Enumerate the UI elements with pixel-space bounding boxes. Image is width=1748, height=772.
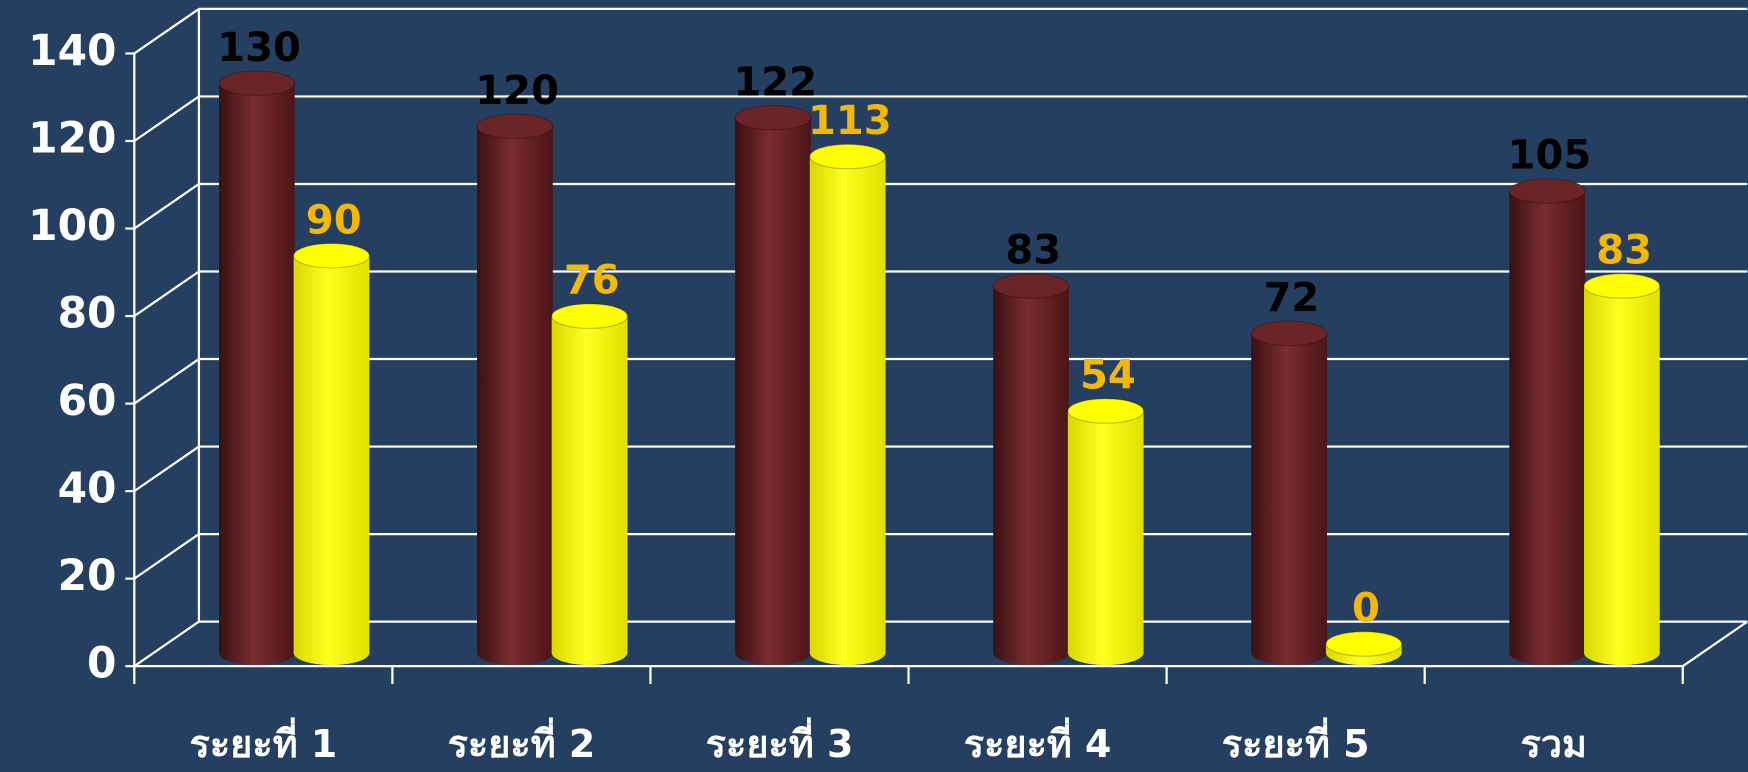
value-label: 54 bbox=[1080, 353, 1136, 399]
bar bbox=[1509, 191, 1586, 653]
bar bbox=[1251, 333, 1328, 653]
value-label: 130 bbox=[217, 25, 301, 71]
x-tick-label: ระยะที่ 4 bbox=[964, 717, 1112, 766]
bar bbox=[1583, 285, 1660, 653]
grid-line-side bbox=[133, 445, 200, 493]
x-tick-label: ระยะที่ 3 bbox=[706, 717, 854, 766]
value-label: 120 bbox=[475, 68, 559, 114]
bar-top bbox=[476, 113, 554, 140]
y-tick-label: 20 bbox=[58, 551, 117, 600]
bar-top bbox=[1250, 320, 1328, 347]
grid-line-side bbox=[133, 358, 200, 405]
bar-top bbox=[1067, 398, 1145, 424]
value-label: 113 bbox=[808, 98, 892, 144]
bar-top bbox=[809, 143, 887, 170]
y-tick-label: 120 bbox=[28, 114, 116, 163]
bar bbox=[809, 156, 886, 653]
grid-line-side bbox=[133, 270, 200, 317]
bar bbox=[735, 117, 811, 653]
bar-top bbox=[1583, 273, 1661, 299]
value-label: 122 bbox=[733, 59, 817, 105]
bar bbox=[293, 255, 370, 653]
value-label: 83 bbox=[1005, 228, 1061, 274]
bar-top bbox=[1325, 631, 1403, 657]
value-label: 76 bbox=[564, 258, 620, 304]
grid-line-side bbox=[133, 95, 200, 142]
bar bbox=[1067, 411, 1144, 653]
bar bbox=[218, 83, 295, 653]
y-tick-label: 80 bbox=[58, 289, 117, 338]
x-tick-label: รวม bbox=[1520, 722, 1587, 766]
bar bbox=[477, 126, 553, 653]
value-label: 72 bbox=[1263, 275, 1319, 321]
floor-edge bbox=[1682, 620, 1748, 668]
grid-line-side bbox=[133, 183, 200, 230]
bar bbox=[993, 285, 1069, 653]
y-tick-label: 0 bbox=[87, 639, 116, 688]
value-label: 105 bbox=[1508, 133, 1592, 179]
x-tick-label: ระยะที่ 1 bbox=[190, 717, 338, 766]
bar bbox=[551, 316, 628, 653]
y-tick-label: 40 bbox=[58, 464, 117, 513]
bar-top bbox=[992, 273, 1070, 299]
value-label: 0 bbox=[1352, 585, 1380, 631]
y-tick-label: 140 bbox=[28, 26, 116, 75]
bar-top bbox=[293, 242, 370, 269]
bar-top bbox=[1508, 178, 1586, 204]
x-tick-label: ระยะที่ 2 bbox=[448, 717, 596, 766]
bar-top bbox=[734, 104, 812, 131]
bar-top bbox=[218, 70, 296, 97]
bar-top bbox=[551, 303, 628, 329]
value-label: 90 bbox=[306, 197, 362, 243]
x-tick-label: ระยะที่ 5 bbox=[1222, 717, 1370, 766]
y-tick-label: 100 bbox=[28, 201, 116, 250]
grid-line-side bbox=[133, 533, 200, 580]
grid-line-side bbox=[133, 7, 200, 55]
value-label: 83 bbox=[1596, 228, 1652, 274]
grid-line-side bbox=[133, 620, 200, 668]
y-tick-label: 60 bbox=[58, 376, 117, 425]
